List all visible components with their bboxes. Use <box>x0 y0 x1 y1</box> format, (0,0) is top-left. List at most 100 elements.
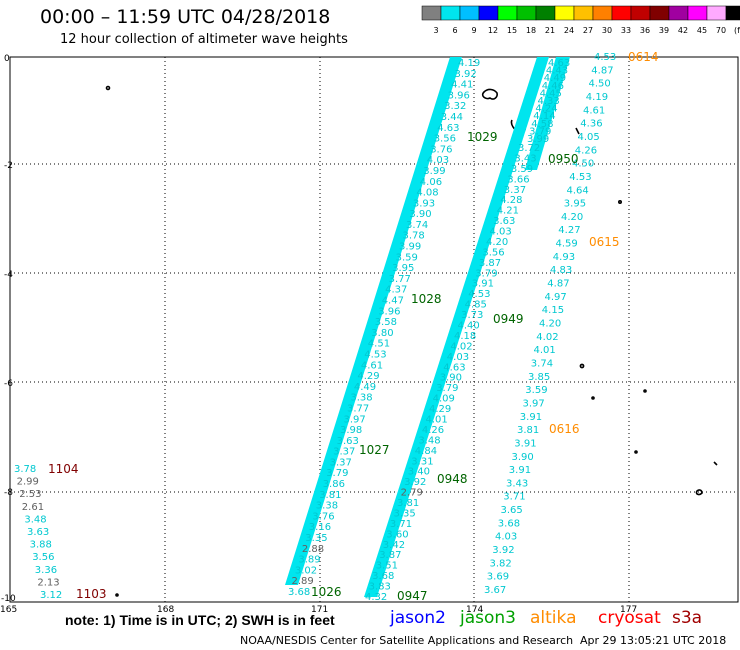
wave-height-label: 3.59 <box>511 164 533 175</box>
legend-jason3: jason3 <box>460 608 516 628</box>
wave-height-label: 3.78 <box>403 231 425 242</box>
colorbar-swatch <box>592 5 613 21</box>
wave-height-label: 4.84 <box>415 446 437 457</box>
colorbar-label: 27 <box>583 26 593 35</box>
wave-height-label: 2.88 <box>302 544 324 555</box>
wave-height-label: 4.87 <box>591 65 613 76</box>
island-shape <box>643 389 647 393</box>
wave-height-label: 3.37 <box>330 457 352 468</box>
wave-height-label: 4.50 <box>572 159 594 170</box>
wave-height-label: 3.92 <box>492 545 514 556</box>
wave-height-label: 4.41 <box>451 80 473 91</box>
wave-height-label: 3.68 <box>372 571 394 582</box>
wave-height-label: 4.03 <box>447 352 469 363</box>
pass-time-labels: 1104 1103 1029 0950 0614 0615 1028 0949 … <box>48 50 659 603</box>
wave-height-label: 4.01 <box>534 345 556 356</box>
wave-height-label: 3.35 <box>394 509 416 520</box>
wave-height-label: 4.29 <box>429 404 451 415</box>
wave-height-label: 4.53 <box>364 350 386 361</box>
wave-height-label: 4.02 <box>450 341 472 352</box>
wave-height-label: 3.90 <box>512 452 534 463</box>
wave-height-label: 3.44 <box>441 112 463 123</box>
colorbar-swatch <box>687 5 708 21</box>
wave-height-label: 4.37 <box>385 285 407 296</box>
colorbar-label: 70 <box>716 26 726 35</box>
wave-height-label: 3.48 <box>418 435 440 446</box>
wave-height-label: 3.86 <box>323 479 345 490</box>
colorbar-swatch <box>725 5 740 21</box>
island-shape <box>579 363 585 369</box>
wave-height-label: 3.92 <box>404 477 426 488</box>
colorbar-label: 39 <box>659 26 669 35</box>
wave-height-label: 3.95 <box>564 199 586 210</box>
colorbar-swatch <box>497 5 518 21</box>
generation-timestamp: Apr 29 13:05:21 UTC 2018 <box>580 634 727 647</box>
track-swath-b <box>364 57 549 597</box>
colorbar-swatch <box>440 5 461 21</box>
colorbar-swatch <box>554 5 575 21</box>
time-label: 0948 <box>437 472 468 486</box>
wave-height-label: 4.50 <box>589 79 611 90</box>
colorbar-label: 6 <box>452 26 457 35</box>
colorbar-label: 24 <box>564 26 574 35</box>
colorbar-label: 21 <box>545 26 555 35</box>
wave-height-label: 3.82 <box>490 558 512 569</box>
time-label: 0950 <box>548 152 579 166</box>
y-tick-8: -8 <box>4 488 13 498</box>
wave-height-label: 4.43 <box>546 66 568 77</box>
credit-line: NOAA/NESDIS Center for Satellite Applica… <box>240 634 574 647</box>
wave-height-label: 3.35 <box>305 533 327 544</box>
wave-height-label: 4.03 <box>427 155 449 166</box>
wave-height-label: 3.91 <box>514 438 536 449</box>
wave-height-label: 4.36 <box>580 119 602 130</box>
wave-height-label: 3.48 <box>24 514 46 525</box>
time-label: 0616 <box>549 422 580 436</box>
wave-height-label: 4.24 <box>535 104 557 115</box>
wave-height-label: 3.91 <box>472 279 494 290</box>
wave-height-label: 3.97 <box>523 398 545 409</box>
wave-height-label: 3.63 <box>27 527 49 538</box>
wave-height-label: 4.49 <box>354 382 376 393</box>
wave-height-label: 3.80 <box>371 328 393 339</box>
legend-altika: altika <box>530 608 577 628</box>
time-label: 0949 <box>493 312 524 326</box>
wave-height-label: 3.87 <box>479 258 501 269</box>
island-shape <box>713 461 718 466</box>
legend-cryosat: cryosat <box>598 608 661 628</box>
wave-height-label: 4.64 <box>567 185 589 196</box>
wave-height-label: 2.99 <box>17 477 39 488</box>
colorbar-swatch <box>459 5 480 21</box>
wave-height-label: 3.69 <box>487 572 509 583</box>
wave-height-label: 3.51 <box>376 561 398 572</box>
wave-height-label: 3.77 <box>347 404 369 415</box>
wave-height-labels: 4.193.924.413.963.323.444.633.563.764.03… <box>14 52 616 603</box>
wave-height-label: 3.85 <box>528 372 550 383</box>
map-frame <box>9 56 739 603</box>
wave-height-label: 3.56 <box>32 552 54 563</box>
wave-height-label: 2.53 <box>19 489 41 500</box>
wave-height-label: 4.53 <box>468 289 490 300</box>
time-label: 1029 <box>467 130 498 144</box>
wave-height-label: 4.51 <box>368 339 390 350</box>
wave-height-label: 2.61 <box>22 502 44 513</box>
wave-height-label: 3.71 <box>503 492 525 503</box>
colorbar-swatch <box>706 5 727 21</box>
wave-height-label: 3.98 <box>340 425 362 436</box>
wave-height-label: 4.61 <box>361 360 383 371</box>
time-label: 1104 <box>48 462 79 476</box>
wave-height-label: 4.53 <box>594 52 616 63</box>
colorbar-swatch <box>535 5 556 21</box>
colorbar-label: 12 <box>488 26 498 35</box>
colorbar-label: 33 <box>621 26 631 35</box>
wave-height-label: 3.92 <box>455 69 477 80</box>
wave-height-label: 3.16 <box>309 522 331 533</box>
wave-height-label: 3.65 <box>501 505 523 516</box>
wave-height-label: 3.93 <box>413 198 435 209</box>
wave-height-label: 3.12 <box>40 590 62 601</box>
wave-height-label: 3.38 <box>316 501 338 512</box>
wave-height-label: 3.96 <box>448 90 470 101</box>
wave-height-label: 4.28 <box>500 195 522 206</box>
wave-height-label: 4.87 <box>547 279 569 290</box>
colorbar-swatch <box>611 5 632 21</box>
wave-height-label: 4.29 <box>357 371 379 382</box>
